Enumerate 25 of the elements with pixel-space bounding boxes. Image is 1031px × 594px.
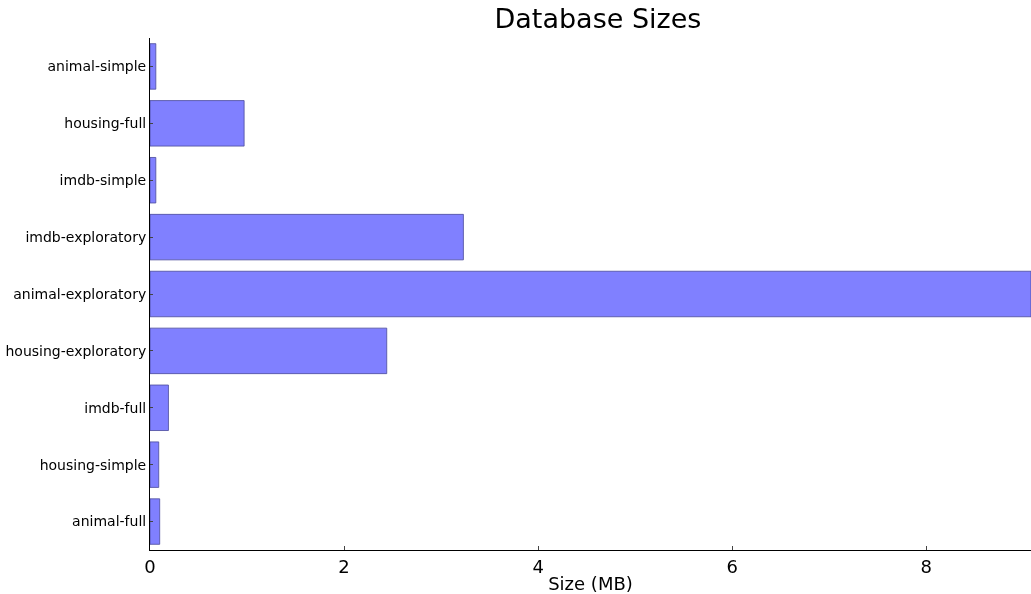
x-tick-label: 4 (532, 555, 544, 577)
y-tick-label: imdb-exploratory (25, 229, 147, 246)
bar (150, 498, 161, 545)
y-tick-label: animal-simple (47, 58, 147, 75)
y-tick-label: animal-exploratory (13, 285, 147, 302)
bar (150, 327, 388, 375)
bar (150, 157, 157, 204)
x-tick-label: 0 (144, 555, 156, 577)
x-axis-title: Size (MB) (548, 573, 633, 594)
y-tick-label: animal-full (72, 513, 147, 530)
bar (150, 384, 169, 431)
x-tick-label: 6 (726, 555, 738, 577)
y-tick-label: housing-simple (39, 456, 147, 473)
y-tick-label: housing-full (64, 115, 147, 132)
y-tick-label: housing-exploratory (5, 342, 147, 359)
x-tick-label: 2 (338, 555, 350, 577)
bar (150, 43, 157, 90)
x-tick-label: 8 (920, 555, 932, 577)
bar (150, 100, 245, 147)
bar (150, 213, 464, 261)
bar (150, 441, 160, 488)
bar (150, 270, 1031, 318)
chart-title: Database Sizes (494, 2, 702, 34)
y-tick-label: imdb-simple (59, 172, 147, 189)
y-tick-label: imdb-full (84, 399, 147, 416)
